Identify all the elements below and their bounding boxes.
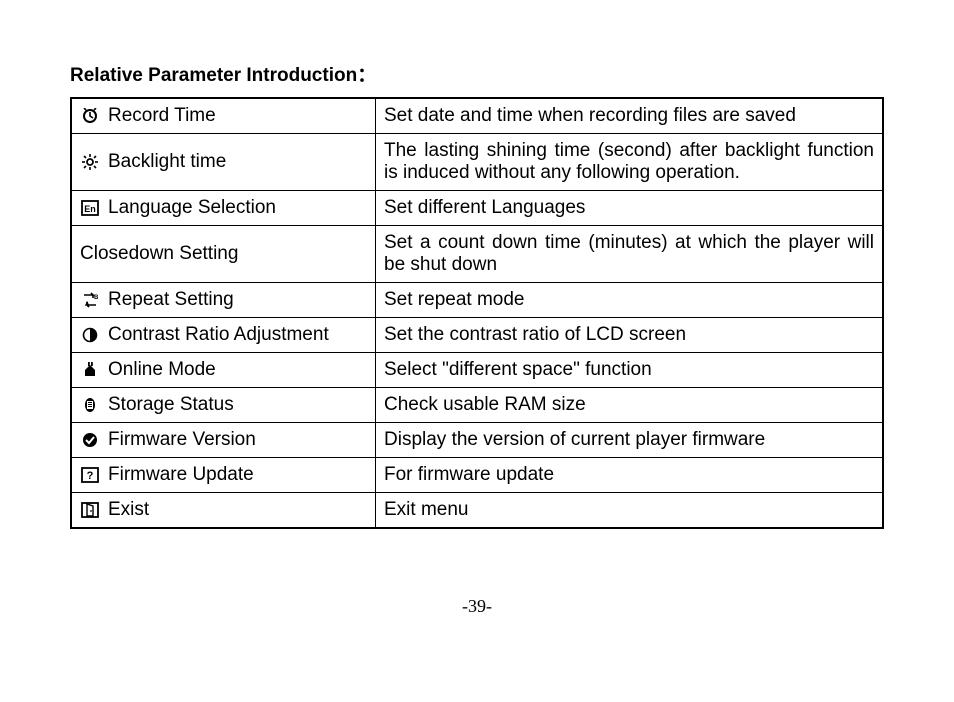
param-desc-cell: Display the version of current player fi… bbox=[376, 423, 884, 458]
param-desc: The lasting shining time (second) after … bbox=[384, 140, 874, 183]
param-name-cell: Record Time bbox=[71, 98, 376, 134]
param-desc: Set date and time when recording files a… bbox=[384, 105, 796, 126]
svg-text:A: A bbox=[85, 302, 90, 308]
param-name-cell: AB Repeat Setting bbox=[71, 283, 376, 318]
param-desc: Set different Languages bbox=[384, 197, 585, 218]
param-icon bbox=[80, 396, 100, 414]
param-icon: ? bbox=[80, 466, 100, 484]
param-name-cell: Backlight time bbox=[71, 134, 376, 191]
param-icon bbox=[80, 501, 100, 519]
param-desc: Exit menu bbox=[384, 499, 468, 520]
param-name-cell: Storage Status bbox=[71, 388, 376, 423]
table-row: AB Repeat Setting Set repeat mode bbox=[71, 283, 883, 318]
param-label: Contrast Ratio Adjustment bbox=[108, 324, 329, 346]
table-row: En Language Selection Set different Langua… bbox=[71, 191, 883, 226]
param-name-cell: Closedown Setting bbox=[71, 226, 376, 283]
param-label: Record Time bbox=[108, 105, 216, 127]
table-row: Contrast Ratio Adjustment Set the contras… bbox=[71, 318, 883, 353]
svg-text:En: En bbox=[84, 204, 96, 214]
param-icon bbox=[80, 107, 100, 125]
table-row: Firmware Version Display the version of c… bbox=[71, 423, 883, 458]
param-icon bbox=[80, 431, 100, 449]
svg-text:?: ? bbox=[87, 470, 94, 482]
param-desc: Set a count down time (minutes) at which… bbox=[384, 232, 874, 275]
param-desc: Check usable RAM size bbox=[384, 394, 586, 415]
param-desc-cell: Select "different space" function bbox=[376, 353, 884, 388]
table-row: ? Firmware Update For firmware update bbox=[71, 458, 883, 493]
param-label: Closedown Setting bbox=[80, 243, 238, 265]
param-label: Backlight time bbox=[108, 151, 226, 173]
table-row: Online Mode Select "different space" func… bbox=[71, 353, 883, 388]
param-icon: AB bbox=[80, 291, 100, 309]
param-desc: Set repeat mode bbox=[384, 289, 524, 310]
param-label: Storage Status bbox=[108, 394, 234, 416]
param-desc-cell: The lasting shining time (second) after … bbox=[376, 134, 884, 191]
param-desc: Display the version of current player fi… bbox=[384, 429, 765, 450]
param-icon bbox=[80, 153, 100, 171]
param-desc-cell: Set repeat mode bbox=[376, 283, 884, 318]
param-icon bbox=[80, 361, 100, 379]
param-icon bbox=[80, 326, 100, 344]
param-label: Online Mode bbox=[108, 359, 216, 381]
parameter-table: Record Time Set date and time when record… bbox=[70, 97, 884, 529]
param-desc: For firmware update bbox=[384, 464, 554, 485]
page-number: -39- bbox=[0, 596, 954, 617]
param-desc-cell: For firmware update bbox=[376, 458, 884, 493]
param-desc-cell: Set the contrast ratio of LCD screen bbox=[376, 318, 884, 353]
param-label: Firmware Update bbox=[108, 464, 254, 486]
param-desc-cell: Exit menu bbox=[376, 493, 884, 529]
param-desc-cell: Set date and time when recording files a… bbox=[376, 98, 884, 134]
param-desc-cell: Set a count down time (minutes) at which… bbox=[376, 226, 884, 283]
table-row: Storage Status Check usable RAM size bbox=[71, 388, 883, 423]
svg-text:B: B bbox=[94, 295, 99, 301]
param-desc: Set the contrast ratio of LCD screen bbox=[384, 324, 686, 345]
param-name-cell: ? Firmware Update bbox=[71, 458, 376, 493]
param-label: Repeat Setting bbox=[108, 289, 234, 311]
table-row: Record Time Set date and time when record… bbox=[71, 98, 883, 134]
param-label: Firmware Version bbox=[108, 429, 256, 451]
param-name-cell: Exist bbox=[71, 493, 376, 529]
param-label: Language Selection bbox=[108, 197, 276, 219]
table-row: Closedown Setting Set a count down time (… bbox=[71, 226, 883, 283]
param-name-cell: Firmware Version bbox=[71, 423, 376, 458]
section-title: Relative Parameter Introduction： bbox=[70, 60, 884, 87]
param-desc: Select "different space" function bbox=[384, 359, 652, 380]
param-desc-cell: Set different Languages bbox=[376, 191, 884, 226]
param-icon: En bbox=[80, 199, 100, 217]
param-name-cell: Online Mode bbox=[71, 353, 376, 388]
param-name-cell: En Language Selection bbox=[71, 191, 376, 226]
param-label: Exist bbox=[108, 499, 149, 521]
table-row: Backlight time The lasting shining time (… bbox=[71, 134, 883, 191]
table-row: Exist Exit menu bbox=[71, 493, 883, 529]
param-name-cell: Contrast Ratio Adjustment bbox=[71, 318, 376, 353]
param-desc-cell: Check usable RAM size bbox=[376, 388, 884, 423]
